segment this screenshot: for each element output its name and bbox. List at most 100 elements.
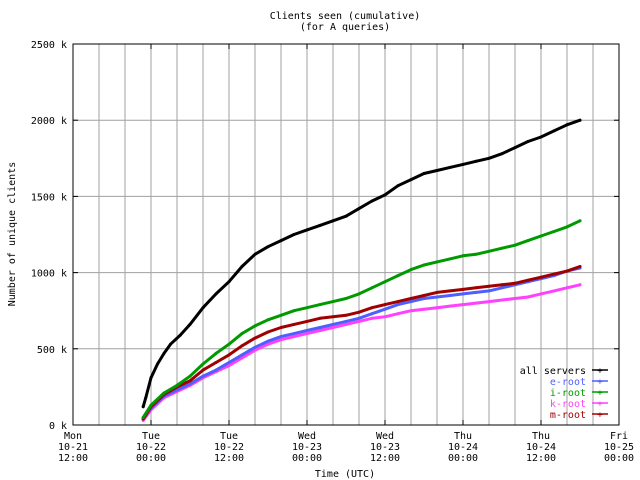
- data-point: [305, 319, 309, 323]
- data-point: [448, 289, 452, 293]
- data-point: [201, 368, 205, 372]
- y-tick-label: 2000 k: [31, 116, 67, 127]
- data-point: [435, 295, 439, 299]
- data-point: [305, 228, 309, 232]
- y-tick-label: 2500 k: [31, 40, 67, 51]
- data-point: [227, 280, 231, 284]
- data-point: [448, 165, 452, 169]
- data-point: [409, 300, 413, 304]
- data-point: [141, 415, 145, 419]
- x-axis-label: Time (UTC): [315, 469, 375, 480]
- x-tick-label: 12:00: [58, 453, 88, 464]
- data-point: [409, 297, 413, 300]
- data-point: [240, 332, 244, 336]
- data-point: [396, 303, 400, 307]
- data-point: [318, 326, 322, 329]
- data-point: [144, 396, 148, 400]
- x-tick-label: 10-24: [526, 442, 556, 453]
- data-point: [448, 304, 452, 308]
- data-point: [188, 374, 192, 378]
- data-point: [331, 300, 335, 304]
- data-point: [448, 257, 452, 261]
- data-point: [331, 322, 335, 326]
- x-tick-label: 10-23: [292, 442, 322, 453]
- data-point: [370, 286, 374, 290]
- data-point: [565, 269, 569, 273]
- data-point: [552, 272, 556, 276]
- x-axis-ticks: Mon10-2112:00Tue10-2200:00Tue10-2212:00W…: [58, 44, 634, 464]
- data-point: [565, 123, 569, 127]
- legend-label: m-root: [550, 410, 586, 421]
- x-tick-label: 10-25: [604, 442, 634, 453]
- data-point: [422, 263, 426, 267]
- y-axis-ticks: 0 k 500 k 1000 k 1500 k 2000 k 2500 k: [31, 40, 619, 432]
- series-lines: [141, 118, 582, 422]
- data-point: [292, 309, 296, 313]
- data-point: [370, 199, 374, 203]
- data-point: [422, 297, 426, 300]
- x-tick-label: Thu: [454, 431, 472, 442]
- data-point: [500, 286, 504, 290]
- data-point: [383, 307, 387, 311]
- data-point: [178, 333, 182, 337]
- legend-label: all servers: [520, 366, 586, 377]
- data-point: [552, 289, 556, 293]
- x-tick-label: Thu: [532, 431, 550, 442]
- x-tick-label: 10-22: [136, 442, 166, 453]
- x-tick-label: Tue: [142, 431, 160, 442]
- data-point: [227, 353, 231, 357]
- data-point: [266, 318, 270, 322]
- x-tick-label: 12:00: [526, 453, 556, 464]
- data-point: [305, 306, 309, 310]
- data-point: [175, 383, 179, 387]
- y-tick-label: 1000 k: [31, 269, 67, 280]
- data-point: [253, 348, 257, 352]
- data-point: [448, 294, 452, 297]
- data-point: [156, 362, 159, 366]
- data-point: [565, 225, 569, 229]
- data-point: [279, 326, 283, 329]
- x-tick-label: 10-22: [214, 442, 244, 453]
- data-point: [227, 364, 231, 368]
- data-point: [318, 303, 322, 307]
- x-tick-label: Wed: [298, 431, 316, 442]
- data-point: [461, 303, 465, 307]
- data-point: [305, 332, 309, 336]
- data-point: [201, 306, 205, 310]
- series-line-m-root: [141, 265, 582, 421]
- data-point: [266, 245, 270, 249]
- data-point: [240, 265, 244, 268]
- data-point: [240, 353, 244, 357]
- data-point: [409, 268, 413, 272]
- data-point: [357, 316, 361, 320]
- data-point: [526, 278, 530, 282]
- legend-label: i-root: [550, 388, 586, 399]
- data-point: [409, 178, 413, 182]
- data-point: [435, 169, 439, 172]
- data-point: [279, 313, 283, 317]
- data-point: [396, 300, 400, 304]
- data-point: [253, 252, 257, 256]
- data-point: [578, 265, 582, 268]
- data-point: [292, 332, 296, 336]
- x-tick-label: 10-23: [370, 442, 400, 453]
- data-point: [214, 368, 218, 372]
- legend-label: e-root: [550, 377, 586, 388]
- x-tick-label: 00:00: [448, 453, 478, 464]
- data-point: [344, 319, 348, 323]
- data-point: [474, 252, 478, 256]
- data-point: [162, 391, 166, 395]
- data-point: [141, 405, 145, 409]
- data-point: [201, 362, 205, 366]
- data-point: [461, 162, 465, 166]
- data-point: [435, 306, 439, 310]
- data-point: [526, 140, 530, 143]
- data-point: [539, 135, 543, 139]
- y-axis-label: Number of unique clients: [7, 162, 18, 307]
- series-line-i-root: [141, 219, 582, 419]
- data-point: [318, 223, 322, 227]
- data-point: [383, 280, 387, 284]
- legend: all servers + e-root + i-root + k-root + m-root +: [520, 366, 608, 421]
- data-point: [357, 310, 361, 314]
- data-point: [279, 335, 283, 339]
